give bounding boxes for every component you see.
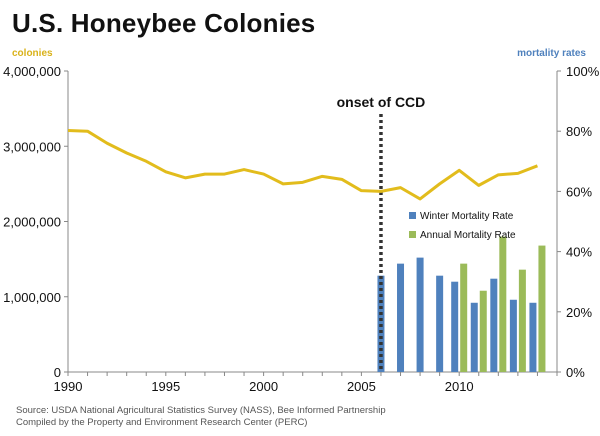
winter-mortality-bar	[529, 302, 537, 372]
right-axis-unit: mortality rates	[517, 48, 586, 59]
left-axis-unit: colonies	[12, 48, 53, 59]
x-axis-tick-label: 1995	[151, 379, 180, 394]
right-axis-tick-label: 20%	[566, 305, 592, 320]
chart-title: U.S. Honeybee Colonies	[12, 8, 316, 38]
right-axis-tick-label: 40%	[566, 245, 592, 260]
winter-mortality-bar	[377, 275, 385, 372]
annual-mortality-bar	[460, 263, 468, 372]
right-axis-tick-label: 60%	[566, 184, 592, 199]
winter-mortality-bar	[451, 281, 459, 372]
legend-swatch-annual	[409, 231, 416, 238]
annual-mortality-bar	[538, 245, 546, 372]
left-axis-tick-label: 0	[54, 365, 61, 380]
left-axis-tick-label: 3,000,000	[3, 139, 61, 154]
colonies-line	[67, 128, 538, 201]
left-axis-tick-label: 2,000,000	[3, 215, 61, 230]
right-axis-tick-label: 0%	[566, 365, 585, 380]
legend-swatch-winter	[409, 212, 416, 219]
right-axis-tick-label: 80%	[566, 124, 592, 139]
winter-mortality-bar	[436, 275, 444, 372]
ccd-onset-label: onset of CCD	[337, 94, 426, 110]
left-axis-tick-label: 1,000,000	[3, 290, 61, 305]
right-axis-tick-label: 100%	[566, 64, 600, 79]
winter-mortality-bar	[397, 263, 405, 372]
winter-mortality-bar	[470, 302, 478, 372]
winter-mortality-bar	[490, 278, 498, 372]
x-axis-tick-label: 1990	[54, 379, 83, 394]
source-line-2: Compiled by the Property and Environment…	[16, 417, 308, 428]
left-axis-tick-label: 4,000,000	[3, 64, 61, 79]
annual-mortality-bar	[499, 236, 507, 372]
legend-label-annual: Annual Mortality Rate	[420, 230, 516, 241]
source-note: Source: USDA National Agricultural Stati…	[16, 405, 386, 429]
source-line-1: Source: USDA National Agricultural Stati…	[16, 405, 386, 416]
winter-mortality-bar	[416, 257, 424, 372]
annual-mortality-bar	[518, 269, 526, 372]
x-axis-tick-label: 2010	[445, 379, 474, 394]
annual-mortality-bar	[479, 290, 487, 372]
x-axis-tick-label: 2005	[347, 379, 376, 394]
winter-mortality-bar	[509, 299, 517, 372]
x-axis-tick-label: 2000	[249, 379, 278, 394]
legend-label-winter: Winter Mortality Rate	[420, 211, 514, 222]
